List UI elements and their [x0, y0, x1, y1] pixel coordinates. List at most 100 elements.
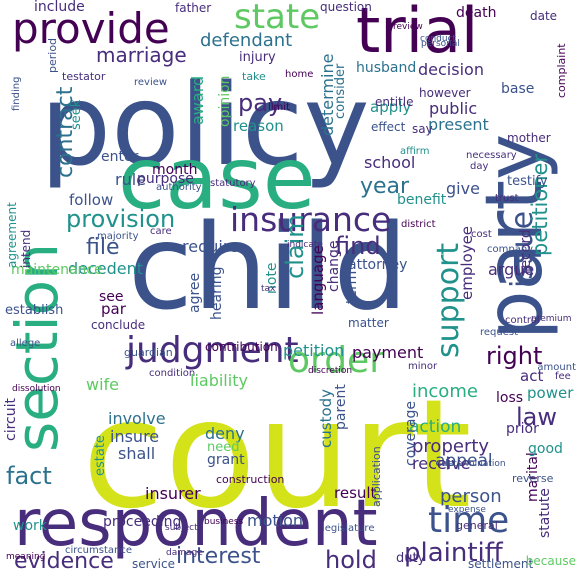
word-intend: intend — [19, 229, 33, 268]
word-child: child — [128, 198, 409, 336]
word-plaintiff: plaintiff — [404, 538, 503, 568]
word-contribution: contribution — [205, 340, 278, 354]
word-evidence: evidence — [14, 549, 114, 574]
word-judgment: judgment — [126, 330, 299, 371]
word-review: review — [134, 77, 168, 88]
word-finding: finding — [11, 76, 22, 111]
word-result: result — [334, 484, 377, 502]
word-guardian: guardian — [124, 346, 173, 359]
word-rule: rule — [115, 170, 147, 189]
word-decision: decision — [418, 60, 484, 79]
word-month: month — [152, 162, 198, 178]
word-subject: subject — [165, 523, 198, 533]
word-hold: hold — [325, 546, 377, 574]
word-property: property — [412, 436, 490, 457]
word-however: however — [419, 86, 471, 100]
word-entitle: entitle — [375, 95, 414, 109]
word-affirm: affirm — [400, 146, 430, 157]
word-file: file — [86, 235, 120, 260]
word-mother: mother — [507, 131, 551, 145]
word-include: include — [34, 0, 85, 15]
word-review-2: review — [393, 22, 423, 32]
word-par: par — [101, 300, 126, 318]
word-apply: apply — [370, 98, 412, 116]
word-damage: damage — [166, 548, 203, 558]
word-authority: authority — [156, 182, 202, 193]
word-tax: tax — [261, 284, 276, 294]
word-year: year — [360, 174, 410, 199]
word-involve: involve — [108, 409, 166, 428]
word-liability: liability — [190, 371, 248, 390]
word-person: person — [440, 486, 502, 507]
word-need: need — [207, 440, 240, 455]
word-argue: argue — [488, 260, 535, 279]
word-circuit: circuit — [3, 398, 19, 441]
word-home: home — [285, 69, 314, 80]
word-death: death — [456, 5, 497, 21]
word-deny: deny — [205, 424, 245, 443]
word-trust: trust — [495, 193, 519, 204]
word-custody: custody — [317, 388, 335, 448]
word-control: control — [505, 315, 540, 326]
word-service: service — [132, 557, 175, 571]
word-reason: reason — [233, 117, 284, 135]
word-application: application — [370, 446, 383, 507]
word-expense: expense — [448, 505, 486, 515]
word-effect: effect — [371, 120, 406, 134]
word-agree: agree — [187, 272, 203, 313]
word-good: good — [528, 441, 563, 457]
word-because: because — [525, 554, 576, 568]
word-question: question — [320, 0, 372, 14]
word-school: school — [364, 153, 416, 172]
word-purpose: purpose — [137, 171, 194, 187]
word-language: language — [309, 245, 327, 315]
word-statute: statute — [537, 488, 553, 538]
word-court: court — [82, 368, 472, 542]
word-husband: husband — [356, 60, 417, 76]
word-injury: injury — [239, 50, 276, 65]
word-benefit: benefit — [397, 192, 447, 208]
word-agreement: agreement — [5, 202, 19, 268]
word-receive: receive — [412, 454, 471, 473]
word-settlement: settlement — [468, 557, 534, 571]
word-proceeding: proceeding — [103, 514, 182, 530]
word-give: give — [446, 179, 480, 198]
word-business: business — [204, 517, 244, 527]
word-order: order — [288, 340, 384, 381]
word-care: care — [150, 226, 172, 237]
word-father: father — [175, 1, 212, 15]
word-case: case — [118, 129, 316, 229]
word-follow: follow — [69, 191, 114, 209]
word-opinion: opinion — [217, 75, 233, 127]
word-law: law — [516, 403, 558, 431]
word-meaning: meaning — [6, 552, 46, 562]
word-pay: pay — [238, 89, 283, 117]
word-hearing: hearing — [209, 266, 225, 320]
word-testator: testator — [62, 70, 106, 83]
word-complaint: complaint — [555, 43, 568, 98]
word-provide: provide — [12, 4, 170, 53]
word-shall: shall — [118, 444, 156, 463]
word-limit: limit — [268, 102, 290, 113]
word-find: find — [335, 232, 381, 260]
word-duty: duty — [396, 551, 426, 566]
word-date: date — [530, 9, 558, 23]
word-conduct: conduct — [420, 34, 457, 44]
word-personal: personal — [421, 39, 460, 49]
word-take: take — [242, 70, 266, 83]
word-consider: consider — [333, 63, 348, 119]
word-matter: matter — [348, 316, 389, 330]
word-majority: majority — [97, 231, 139, 242]
word-fee: fee — [555, 371, 571, 382]
word-wife: wife — [86, 375, 120, 394]
word-minor: minor — [408, 361, 438, 372]
word-construction: construction — [216, 473, 285, 486]
word-determination: determination — [442, 459, 506, 469]
word-petition: petition — [283, 341, 345, 360]
word-company: company — [487, 244, 534, 255]
word-condition: condition — [149, 368, 196, 379]
word-discretion: discretion — [308, 366, 353, 376]
word-cost: cost — [471, 229, 492, 240]
word-say: say — [412, 122, 433, 136]
